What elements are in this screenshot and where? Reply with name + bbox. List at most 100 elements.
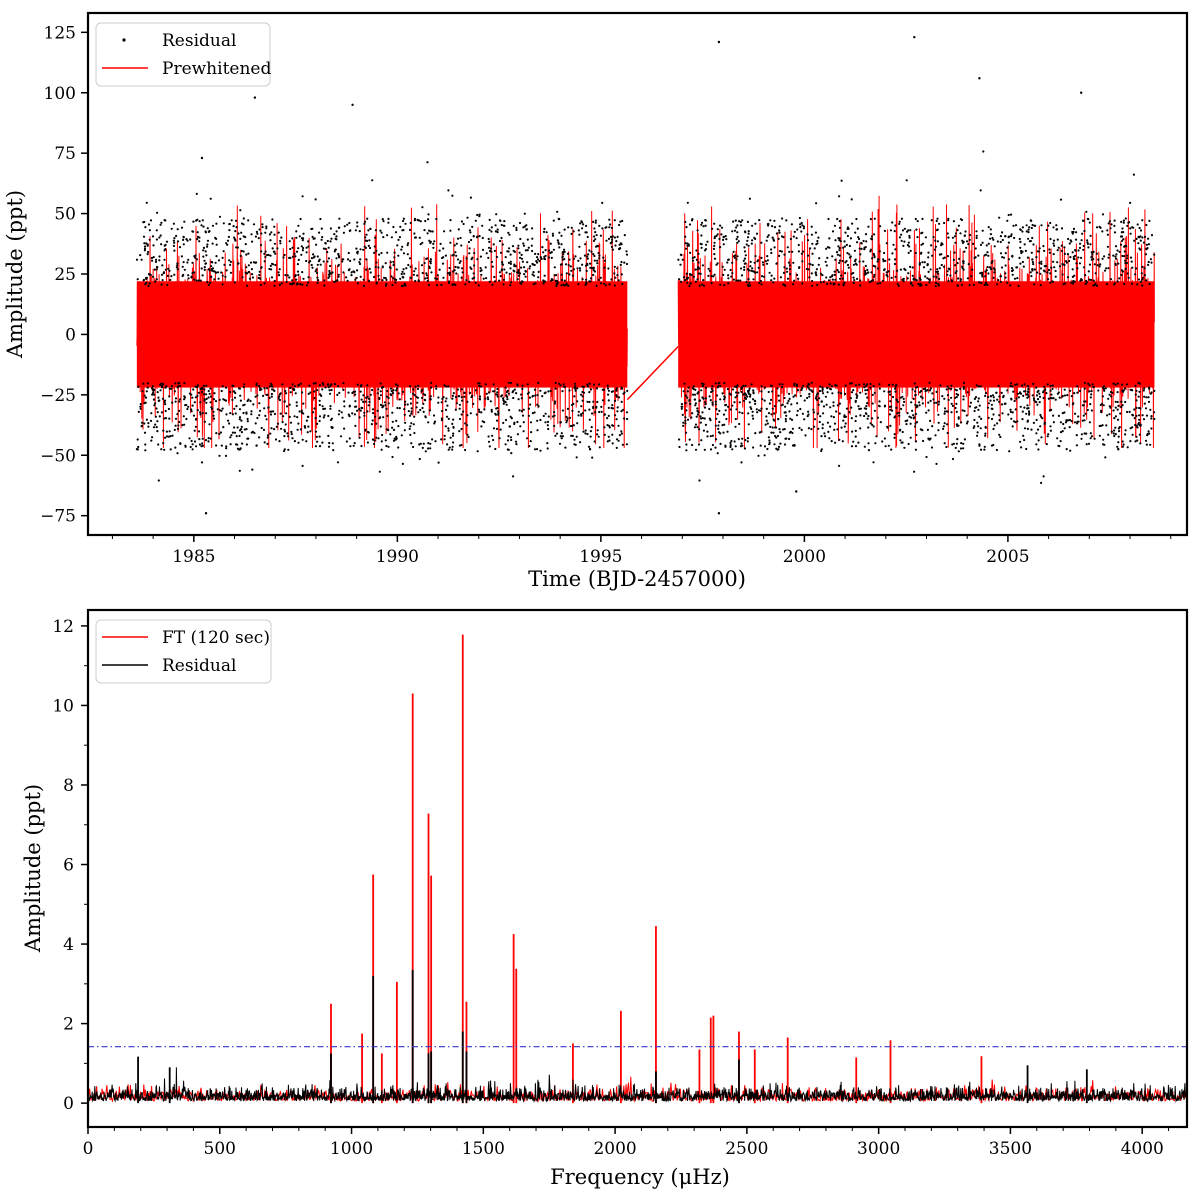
- residual-point: [380, 251, 383, 255]
- residual-point: [702, 225, 705, 228]
- residual-point: [238, 429, 242, 432]
- residual-point: [161, 264, 164, 267]
- residual-point: [713, 237, 716, 240]
- residual-point: [316, 389, 319, 392]
- residual-point: [238, 434, 241, 438]
- residual-point: [1093, 263, 1096, 266]
- residual-point: [815, 202, 818, 205]
- residual-point: [945, 445, 948, 449]
- residual-point: [547, 415, 550, 418]
- residual-point: [246, 417, 249, 421]
- residual-point: [220, 444, 223, 447]
- residual-point: [210, 265, 213, 268]
- residual-point: [512, 224, 515, 227]
- residual-point: [987, 242, 990, 245]
- residual-point: [144, 226, 147, 229]
- residual-point: [291, 255, 294, 258]
- residual-point: [1137, 235, 1140, 238]
- residual-point: [754, 400, 757, 403]
- residual-point: [778, 231, 781, 234]
- residual-point: [931, 392, 934, 395]
- residual-point: [451, 283, 454, 286]
- residual-point: [310, 227, 313, 231]
- residual-point: [693, 426, 697, 429]
- residual-point: [840, 274, 843, 277]
- residual-point: [1040, 224, 1043, 227]
- residual-point: [252, 223, 256, 226]
- residual-point: [143, 242, 146, 245]
- residual-point: [301, 438, 304, 441]
- residual-point: [151, 393, 154, 396]
- residual-point: [574, 389, 577, 392]
- residual-point: [1021, 384, 1024, 387]
- residual-point: [902, 397, 905, 400]
- x-tick-label: 1990: [376, 547, 419, 567]
- residual-point: [1118, 430, 1121, 433]
- residual-point: [1078, 246, 1082, 249]
- residual-point: [410, 407, 413, 410]
- residual-point: [1021, 230, 1024, 233]
- residual-point: [1006, 389, 1009, 392]
- residual-point: [954, 396, 957, 399]
- residual-point: [689, 251, 692, 254]
- residual-point: [422, 442, 425, 445]
- residual-point: [873, 409, 877, 412]
- residual-point: [193, 401, 196, 404]
- residual-point: [843, 240, 846, 243]
- residual-point: [146, 244, 149, 247]
- residual-point: [940, 244, 943, 247]
- residual-point: [1063, 246, 1066, 249]
- residual-point: [290, 432, 293, 436]
- residual-point: [203, 420, 206, 423]
- residual-point: [241, 442, 244, 445]
- residual-point: [377, 266, 380, 269]
- residual-point: [240, 222, 244, 225]
- residual-point: [615, 387, 618, 390]
- residual-point: [893, 416, 896, 419]
- residual-point: [476, 236, 479, 239]
- residual-point: [137, 385, 140, 388]
- residual-point: [373, 245, 376, 248]
- residual-point: [985, 244, 988, 247]
- residual-point: [888, 413, 892, 416]
- residual-point: [546, 420, 550, 423]
- residual-point: [1071, 268, 1074, 271]
- residual-point: [1059, 440, 1062, 443]
- residual-point: [413, 219, 416, 222]
- residual-point: [737, 438, 740, 441]
- residual-point: [516, 384, 519, 387]
- residual-point: [155, 407, 158, 410]
- residual-point: [1042, 390, 1045, 393]
- residual-point: [1018, 237, 1021, 241]
- residual-point: [616, 274, 619, 277]
- residual-point: [173, 237, 176, 240]
- residual-point: [1083, 400, 1086, 403]
- residual-point: [1068, 418, 1072, 422]
- residual-point: [752, 446, 755, 449]
- residual-point: [900, 407, 903, 410]
- residual-point: [581, 221, 584, 224]
- residual-point: [416, 274, 419, 277]
- residual-point: [210, 275, 213, 279]
- residual-point: [176, 262, 179, 265]
- residual-point: [835, 410, 838, 413]
- residual-point: [271, 262, 274, 265]
- residual-point: [266, 434, 270, 437]
- residual-point: [754, 237, 757, 240]
- residual-point: [507, 448, 510, 451]
- residual-point: [1004, 235, 1007, 238]
- residual-point: [371, 408, 375, 411]
- residual-point: [733, 256, 736, 259]
- residual-point: [207, 440, 210, 443]
- residual-point: [427, 213, 430, 216]
- residual-point: [1002, 256, 1006, 259]
- residual-point: [499, 428, 502, 431]
- residual-point: [198, 438, 201, 441]
- residual-point: [710, 275, 713, 278]
- residual-point: [949, 274, 952, 277]
- residual-point: [207, 389, 210, 393]
- residual-point: [270, 383, 273, 386]
- residual-point: [273, 428, 276, 431]
- residual-point: [381, 279, 384, 282]
- residual-point: [432, 246, 435, 249]
